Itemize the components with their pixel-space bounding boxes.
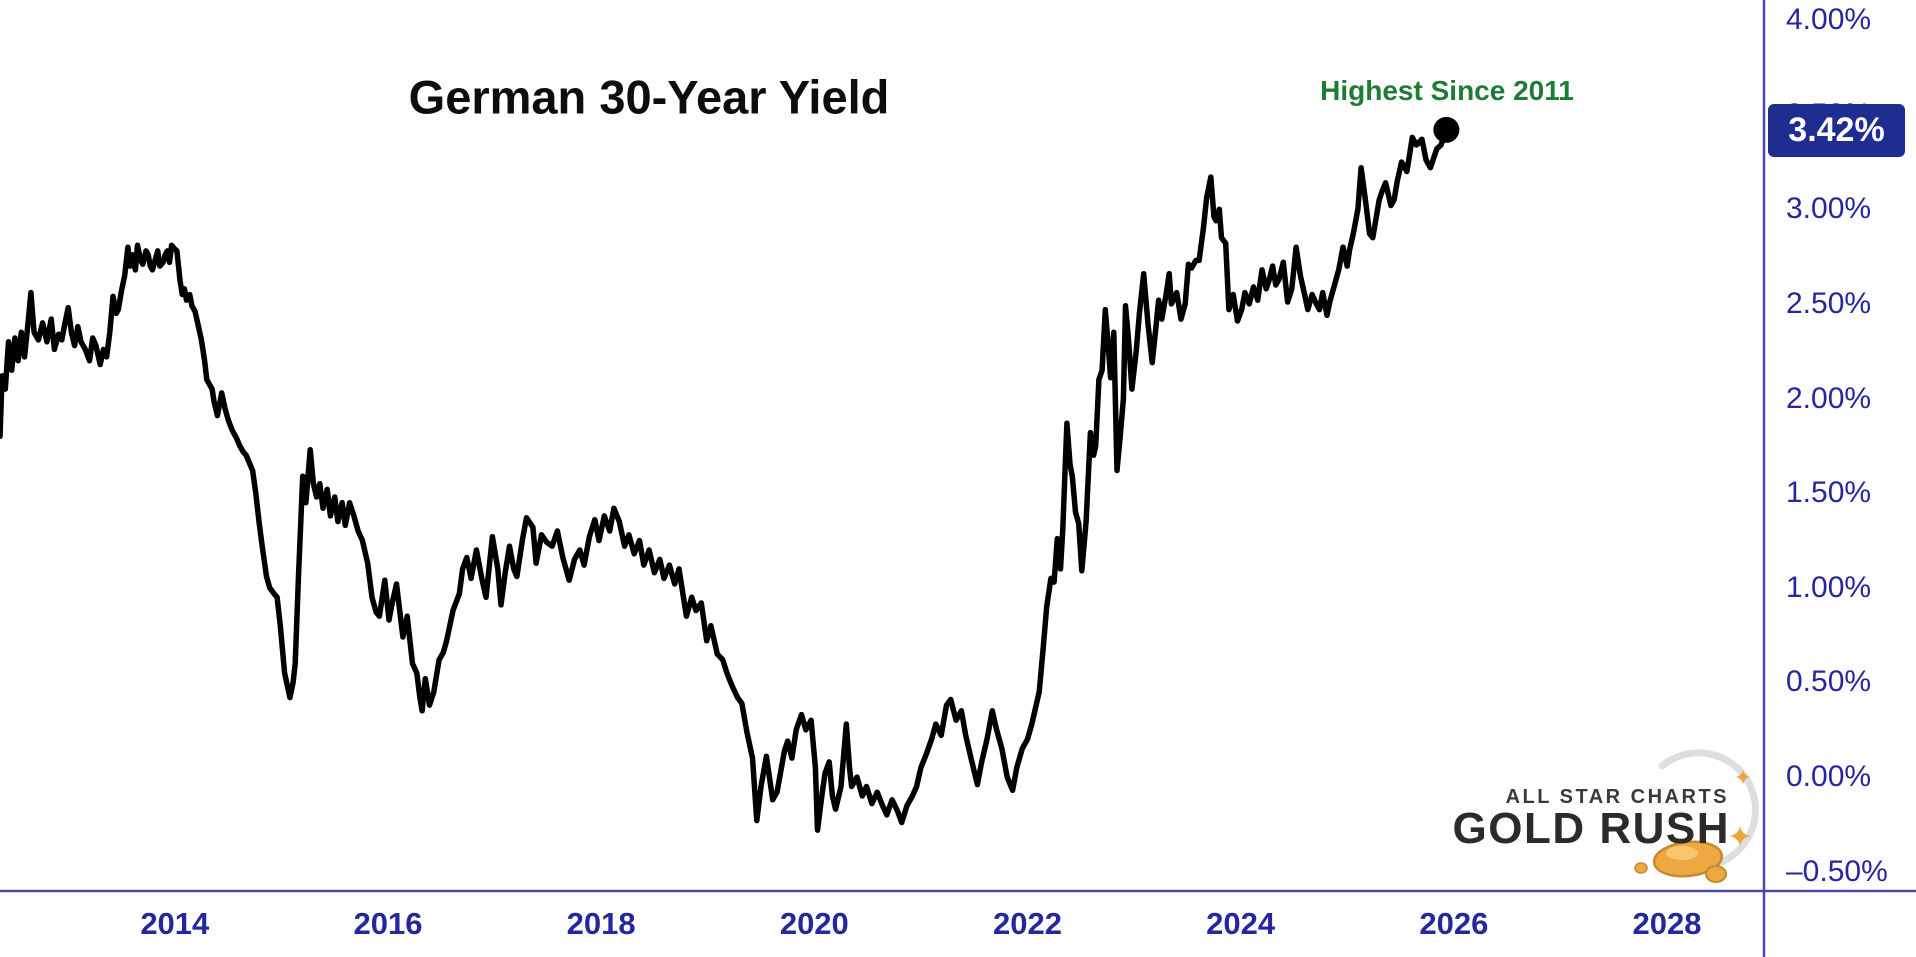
x-tick-label: 2020 [779, 906, 849, 941]
y-tick-label: 1.50% [1786, 476, 1872, 510]
y-tick-label: 3.00% [1786, 192, 1872, 226]
gold-nugget-icon [1634, 840, 1727, 883]
sparkle-icon: ✦ [1733, 765, 1753, 790]
y-tick-label: 4.00% [1786, 3, 1872, 37]
x-tick-label: 2018 [566, 906, 636, 941]
x-tick-label: 2016 [353, 906, 423, 941]
y-tick-label: –0.50% [1786, 854, 1888, 888]
y-tick-label: 2.00% [1786, 381, 1872, 415]
logo-allstarcharts-text: ALL STAR CHARTS [1505, 786, 1729, 808]
yield-line-series [0, 127, 1450, 833]
logo-goldrush-text: GOLD RUSH [1452, 804, 1730, 853]
x-tick-label: 2028 [1632, 906, 1702, 941]
sparkle-icon: ✦ [1727, 821, 1753, 854]
last-point-dot [1433, 116, 1460, 143]
x-tick-label: 2014 [140, 906, 210, 941]
y-tick-label: 0.00% [1786, 760, 1872, 794]
y-tick-label: 2.50% [1786, 286, 1872, 320]
y-tick-label: 0.50% [1786, 665, 1872, 699]
y-tick-label: 1.00% [1786, 570, 1872, 604]
x-tick-label: 2024 [1206, 906, 1276, 941]
chart-title: German 30-Year Yield [408, 70, 890, 124]
annotation-highest-since-2011: Highest Since 2011 [1320, 75, 1574, 106]
x-tick-label: 2022 [993, 906, 1062, 941]
x-tick-label: 2026 [1419, 906, 1489, 941]
last-value-badge: 3.42% [1768, 103, 1905, 157]
